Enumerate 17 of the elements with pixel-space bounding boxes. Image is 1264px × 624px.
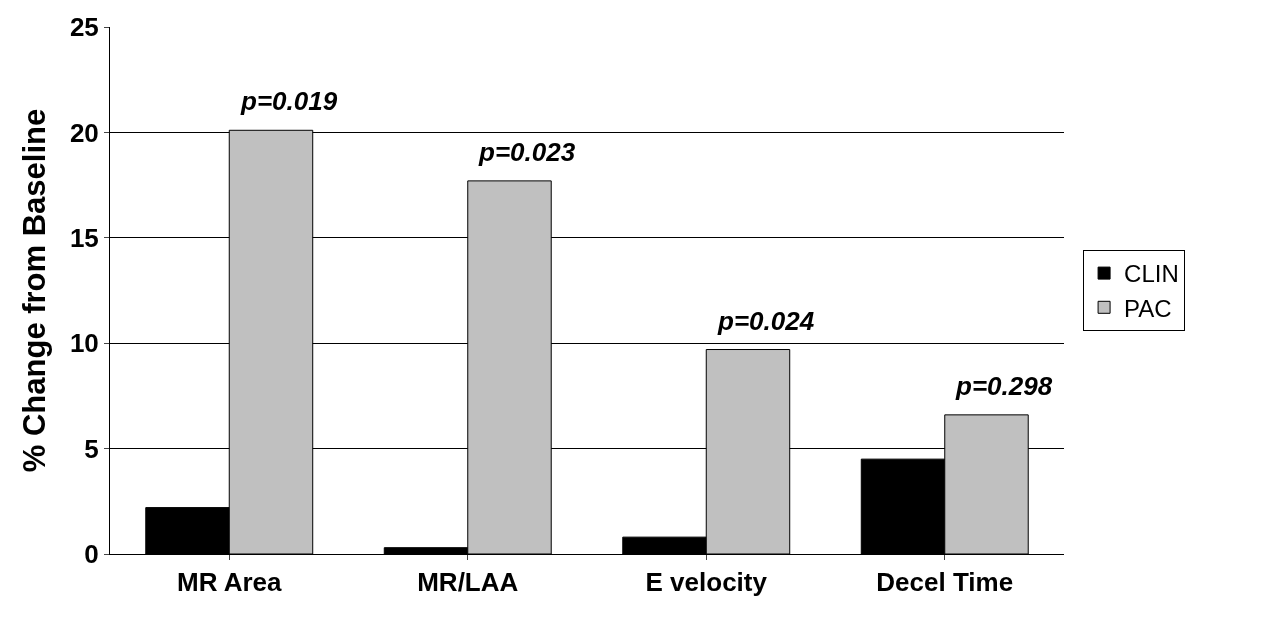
x-tick-label: Decel Time	[876, 567, 1014, 598]
y-tick-label: 15	[69, 222, 99, 253]
y-tick-label: 10	[69, 328, 99, 359]
annotation: p=0.019	[240, 86, 338, 116]
annotation: p=0.023	[478, 137, 576, 167]
annotation: p=0.024	[717, 306, 815, 336]
y-tick-label: 0	[84, 539, 99, 570]
x-tick-label: E velocity	[645, 567, 768, 598]
y-axis-title: % Change from Baseline	[16, 108, 52, 473]
x-tick-label: MR/LAA	[417, 567, 519, 598]
y-tick-label: 5	[84, 433, 99, 464]
legend-label: PAC	[1124, 294, 1172, 322]
annotation: p=0.298	[955, 371, 1053, 401]
y-tick-label: 25	[69, 12, 99, 43]
legend-label: CLIN	[1124, 260, 1179, 288]
x-tick-label: MR Area	[176, 567, 283, 598]
y-tick-label: 20	[69, 117, 99, 148]
